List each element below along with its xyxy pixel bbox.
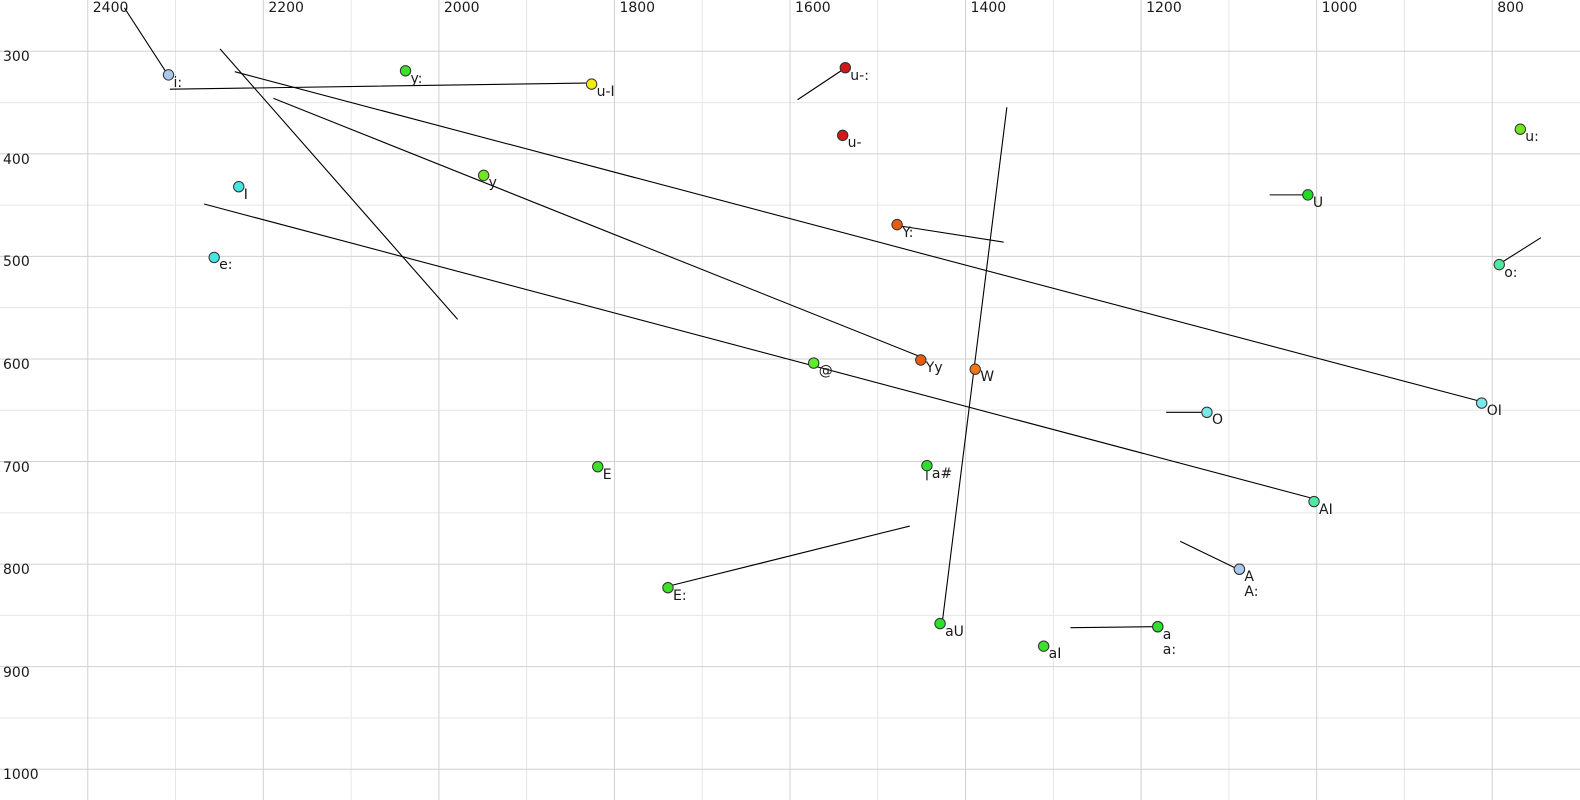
- point-label: E:: [672, 587, 687, 604]
- trajectory-line: [1496, 237, 1542, 267]
- point-label: A:: [1244, 584, 1259, 601]
- x-tick-label: 2400: [92, 0, 129, 16]
- point-label: OI: [1486, 403, 1502, 420]
- trajectory-line: [203, 203, 1318, 501]
- y-tick-label: 600: [3, 356, 30, 373]
- data-point-marker[interactable]: [969, 363, 981, 375]
- trajectory-line: [219, 48, 458, 320]
- point-label: y: [488, 175, 497, 192]
- data-point-marker[interactable]: [1037, 640, 1050, 652]
- data-point-marker[interactable]: [585, 78, 598, 90]
- data-point-markers[interactable]: [162, 61, 1527, 652]
- trajectory-line: [234, 71, 1480, 402]
- data-point-marker[interactable]: [1475, 397, 1488, 409]
- trajectory-line: [1070, 626, 1155, 629]
- data-point-marker[interactable]: [1152, 620, 1164, 633]
- point-label: y:: [410, 70, 423, 87]
- trajectory-line: [670, 525, 910, 587]
- point-label: Yy: [925, 360, 943, 376]
- point-label: u:: [1525, 129, 1539, 146]
- y-tick-label: 900: [3, 664, 30, 681]
- trajectory-line: [897, 225, 1004, 243]
- data-point-marker[interactable]: [662, 581, 674, 594]
- point-label: o:: [1504, 264, 1518, 281]
- data-point-marker[interactable]: [1201, 406, 1213, 419]
- point-label: u-: [847, 135, 862, 152]
- data-point-marker[interactable]: [836, 129, 849, 142]
- x-tick-label: 1200: [1146, 0, 1182, 16]
- trajectory-line: [124, 7, 167, 73]
- data-point-marker[interactable]: [233, 180, 245, 193]
- data-point-marker[interactable]: [477, 169, 490, 182]
- point-label: e:: [219, 257, 233, 274]
- data-point-marker[interactable]: [839, 61, 851, 74]
- point-label: O: [1211, 412, 1223, 429]
- data-point-marker[interactable]: [934, 617, 946, 630]
- x-tick-label: 1800: [619, 0, 656, 16]
- data-point-marker[interactable]: [1233, 563, 1246, 575]
- data-point-marker[interactable]: [208, 251, 220, 264]
- data-point-marker[interactable]: [399, 65, 412, 77]
- point-label: AI: [1319, 501, 1333, 518]
- point-label: a#: [931, 465, 953, 482]
- trajectory-line: [273, 97, 927, 360]
- y-tick-label: 500: [3, 254, 30, 271]
- point-label: A: [1244, 569, 1254, 586]
- trajectory-line: [169, 82, 587, 90]
- data-point-marker[interactable]: [592, 460, 604, 473]
- x-tick-label: 1000: [1321, 0, 1358, 16]
- point-label: a:: [1162, 641, 1177, 658]
- x-tick-label: 2200: [268, 0, 304, 16]
- point-label: i:: [173, 74, 183, 91]
- point-label: E: [602, 466, 612, 483]
- data-point-marker[interactable]: [808, 357, 820, 369]
- x-tick-label: 2000: [443, 0, 480, 16]
- point-label: @: [818, 363, 833, 380]
- point-label: aU: [945, 623, 964, 640]
- data-point-marker[interactable]: [891, 218, 903, 231]
- x-tick-label: 1600: [795, 0, 831, 16]
- y-tick-label: 700: [3, 459, 30, 476]
- data-point-marker[interactable]: [1302, 189, 1314, 201]
- trajectory-lines: [124, 7, 1542, 629]
- y-tick-label: 300: [3, 49, 30, 66]
- y-tick-label: 400: [3, 151, 30, 168]
- data-point-marker[interactable]: [915, 354, 927, 366]
- point-label: aI: [1048, 646, 1062, 663]
- data-point-marker[interactable]: [1308, 495, 1320, 508]
- x-tick-label: 800: [1497, 0, 1524, 16]
- y-tick-label: 1000: [3, 767, 39, 784]
- trajectory-line: [797, 69, 844, 101]
- x-tick-label: 1400: [970, 0, 1007, 16]
- point-label: W: [980, 369, 995, 386]
- point-label: U: [1312, 194, 1324, 211]
- point-label: a: [1162, 626, 1172, 643]
- data-point-marker[interactable]: [1514, 123, 1527, 135]
- trajectory-line: [1180, 540, 1237, 569]
- data-point-marker[interactable]: [921, 459, 933, 472]
- point-label: u-I: [596, 84, 615, 101]
- data-point-marker[interactable]: [1493, 258, 1505, 271]
- y-tick-label: 800: [3, 562, 30, 579]
- point-label: I: [243, 186, 248, 203]
- point-label: Y:: [902, 224, 914, 241]
- point-label: u-:: [850, 67, 869, 84]
- data-point-marker[interactable]: [162, 69, 175, 81]
